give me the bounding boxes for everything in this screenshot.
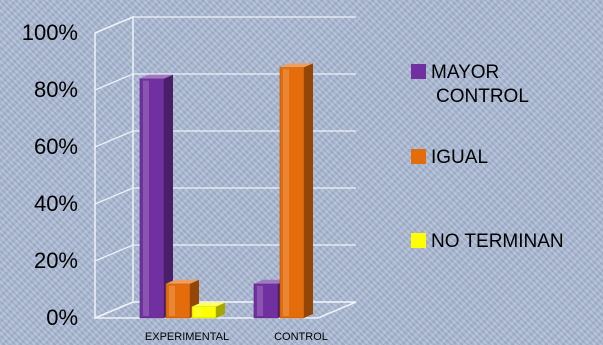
gridline <box>94 130 356 148</box>
chart-gridlines <box>94 16 356 319</box>
bar-top <box>166 279 199 284</box>
bar <box>279 63 313 319</box>
bar-top <box>140 74 173 79</box>
gridline <box>94 16 356 34</box>
bar-side <box>164 74 173 318</box>
bar-highlight <box>283 69 289 316</box>
legend-label: IGUAL <box>431 147 488 168</box>
gridline <box>94 301 356 319</box>
y-tick-label: 100% <box>22 20 78 45</box>
y-tick-label: 80% <box>34 77 78 102</box>
gridline <box>94 187 356 205</box>
y-tick-label: 40% <box>34 191 78 216</box>
gridline <box>94 73 356 91</box>
legend-item: NO TERMINAN <box>411 231 564 252</box>
bar-highlight <box>257 285 263 316</box>
floor <box>94 301 357 319</box>
legend-item: IGUAL <box>411 147 488 168</box>
bar-highlight <box>195 308 201 316</box>
x-axis: EXPERIMENTAL CONTROL <box>145 331 328 343</box>
legend: MAYOR CONTROL IGUAL NO TERMINAN <box>411 62 564 252</box>
bar-top <box>254 279 287 284</box>
y-tick-label: 60% <box>34 134 78 159</box>
y-axis: 0% 20% 40% 60% 80% 100% <box>22 20 78 330</box>
x-tick-label: EXPERIMENTAL <box>145 331 229 343</box>
y-tick-label: 0% <box>46 305 78 330</box>
y-tick-label: 20% <box>34 248 78 273</box>
x-tick-label: CONTROL <box>274 331 328 343</box>
legend-swatch <box>411 233 426 248</box>
bar-top <box>192 302 225 307</box>
bar-side <box>216 302 225 318</box>
bar-front <box>279 66 305 319</box>
legend-swatch <box>411 64 426 79</box>
bar-highlight <box>143 80 149 316</box>
bar-highlight <box>169 285 175 316</box>
legend-item: MAYOR CONTROL <box>411 62 529 107</box>
legend-label: NO TERMINAN <box>431 231 564 252</box>
chart-walls <box>94 15 357 320</box>
bar-series <box>139 63 313 319</box>
bar <box>191 302 225 319</box>
bar <box>139 74 173 319</box>
legend-swatch <box>411 149 426 164</box>
bar-front <box>139 78 165 319</box>
bar-side <box>304 63 313 319</box>
legend-label: MAYOR CONTROL <box>431 62 529 107</box>
gridline <box>94 244 356 262</box>
side-wall <box>94 15 134 320</box>
bar-top <box>280 63 313 68</box>
